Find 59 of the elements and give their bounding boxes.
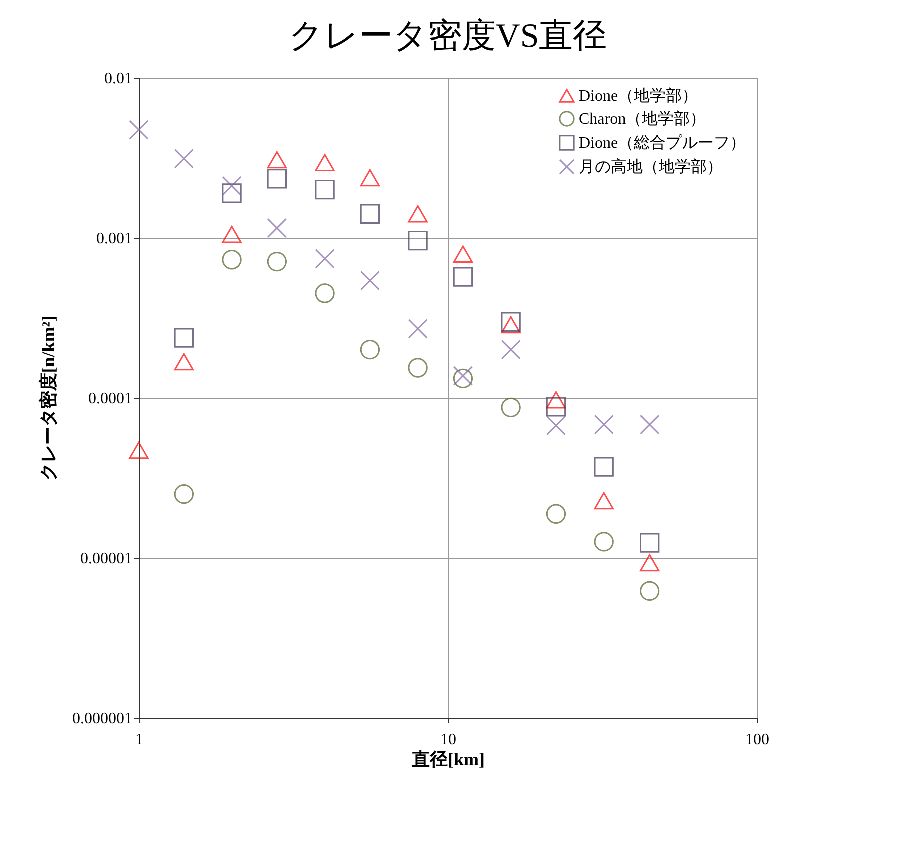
point xyxy=(360,340,380,360)
point xyxy=(408,358,428,378)
point xyxy=(360,204,380,224)
point xyxy=(594,414,614,435)
point xyxy=(453,246,474,263)
x-axis-title: 直径[km] xyxy=(411,750,485,770)
point xyxy=(640,414,660,435)
legend-label: Dione（地学部） xyxy=(579,87,698,105)
point xyxy=(222,176,242,196)
point xyxy=(222,250,242,270)
point xyxy=(546,392,566,409)
point xyxy=(315,249,335,269)
y-tick-label: 0.000001 xyxy=(72,710,132,728)
point xyxy=(594,492,614,510)
point xyxy=(129,120,149,140)
point xyxy=(408,206,428,223)
chart-title: クレータ密度VS直径 xyxy=(288,18,608,55)
point xyxy=(640,533,660,553)
point xyxy=(174,484,194,504)
legend-label: 月の高地（地学部） xyxy=(579,158,723,176)
point xyxy=(267,151,288,169)
point xyxy=(546,504,566,524)
point xyxy=(453,267,474,287)
x-tick-label: 10 xyxy=(440,732,456,748)
point xyxy=(267,218,288,238)
y-tick-label: 0.0001 xyxy=(88,390,132,408)
legend-label: Charon（地学部） xyxy=(579,110,706,128)
point xyxy=(267,252,288,272)
point xyxy=(222,226,242,244)
point xyxy=(501,312,521,332)
point xyxy=(501,316,521,334)
point xyxy=(594,532,614,552)
point xyxy=(267,169,288,189)
point xyxy=(174,353,194,371)
point xyxy=(408,319,428,339)
point xyxy=(501,398,521,418)
point xyxy=(640,554,660,572)
point xyxy=(360,270,380,291)
point xyxy=(640,581,660,602)
point xyxy=(315,180,335,200)
y-tick-label: 0.00001 xyxy=(80,550,132,568)
x-tick-label: 1 xyxy=(136,732,144,748)
point xyxy=(315,284,335,304)
x-tick-label: 100 xyxy=(746,732,770,748)
point xyxy=(546,397,566,417)
point xyxy=(174,328,194,348)
point xyxy=(501,340,521,360)
point xyxy=(222,184,242,204)
y-tick-label: 0.001 xyxy=(96,230,132,248)
point xyxy=(360,169,380,187)
point xyxy=(546,416,566,436)
y-tick-label: 0.01 xyxy=(104,70,132,88)
point xyxy=(408,231,428,251)
point xyxy=(129,442,149,460)
legend-label: Dione（総合プルーフ） xyxy=(579,134,746,152)
point xyxy=(594,457,614,477)
point xyxy=(174,149,194,169)
point xyxy=(315,154,335,172)
y-axis-title: クレータ密度[n/km²] xyxy=(38,316,58,482)
